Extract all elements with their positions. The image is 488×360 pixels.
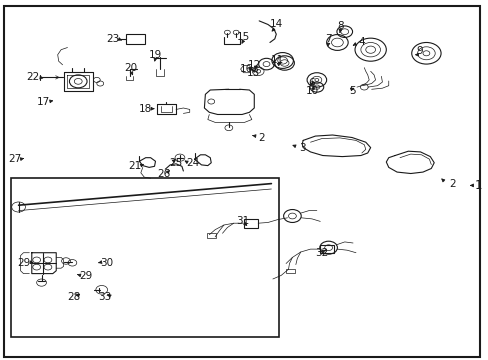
Text: 21: 21 xyxy=(127,161,141,171)
Text: 24: 24 xyxy=(186,158,200,168)
Text: 26: 26 xyxy=(157,168,171,179)
Text: 23: 23 xyxy=(105,34,119,44)
Text: 11: 11 xyxy=(270,55,284,66)
Text: 8: 8 xyxy=(336,21,343,31)
Bar xyxy=(285,269,294,273)
Text: 2: 2 xyxy=(258,132,264,143)
Text: 19: 19 xyxy=(148,50,162,60)
Text: 17: 17 xyxy=(36,96,50,107)
Text: 15: 15 xyxy=(236,32,250,42)
Text: 6: 6 xyxy=(308,78,315,88)
Text: 31: 31 xyxy=(235,216,249,226)
Text: 18: 18 xyxy=(139,104,152,114)
Bar xyxy=(207,233,216,238)
Text: 25: 25 xyxy=(169,158,183,168)
Text: 1: 1 xyxy=(473,179,481,192)
Text: 22: 22 xyxy=(26,72,40,82)
Text: 30: 30 xyxy=(100,258,113,268)
Text: 33: 33 xyxy=(98,292,112,302)
Text: 2: 2 xyxy=(448,179,455,189)
Bar xyxy=(243,219,258,228)
Text: 4: 4 xyxy=(358,37,365,48)
Text: 5: 5 xyxy=(348,86,355,96)
Text: 27: 27 xyxy=(8,154,21,164)
Text: 14: 14 xyxy=(269,19,283,30)
Text: 32: 32 xyxy=(314,248,328,258)
Bar xyxy=(11,178,278,337)
Text: 20: 20 xyxy=(124,63,137,73)
Text: 29: 29 xyxy=(17,258,30,268)
Text: 13: 13 xyxy=(246,68,260,78)
Text: 16: 16 xyxy=(239,64,253,74)
Text: 12: 12 xyxy=(247,60,261,70)
Text: 10: 10 xyxy=(305,86,318,96)
Text: 28: 28 xyxy=(67,292,81,302)
Text: 29: 29 xyxy=(79,271,92,282)
Bar xyxy=(320,245,333,253)
Text: 9: 9 xyxy=(415,46,422,56)
Text: 3: 3 xyxy=(298,143,305,153)
Text: 7: 7 xyxy=(325,34,331,44)
Bar xyxy=(126,34,144,44)
